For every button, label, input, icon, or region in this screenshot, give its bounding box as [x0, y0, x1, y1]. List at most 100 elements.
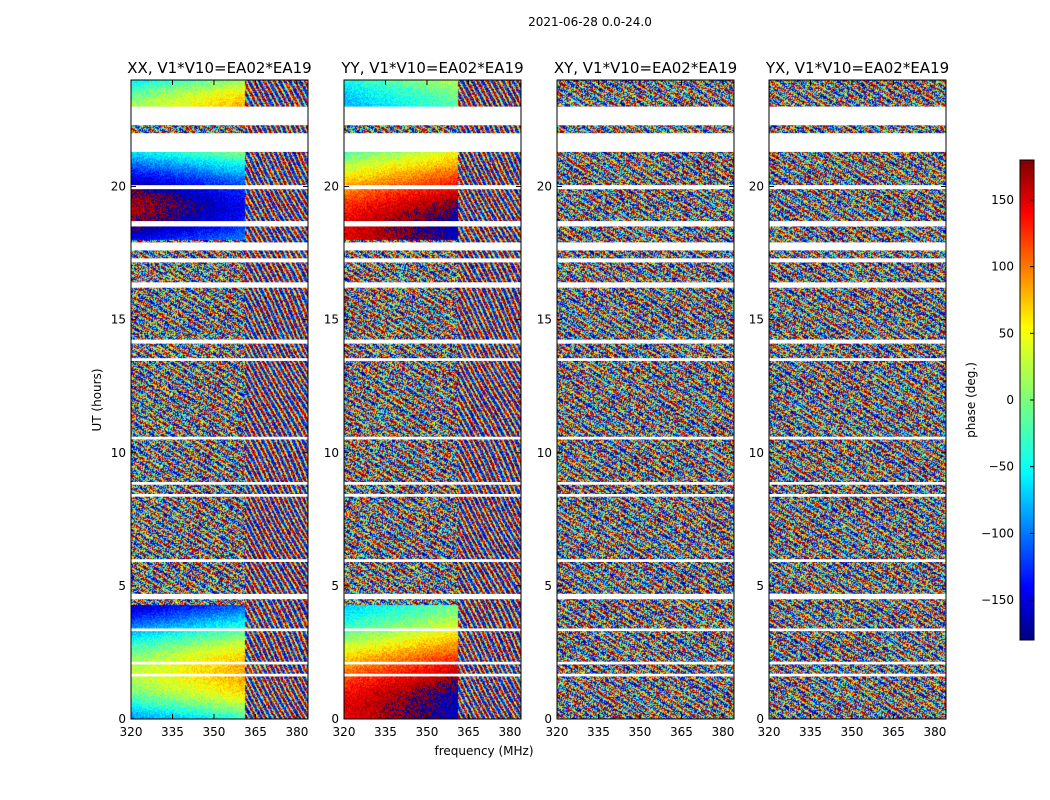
x-tick-label: 320 — [546, 725, 569, 739]
flagged-band — [131, 258, 308, 263]
flagged-band — [769, 482, 946, 485]
panel-frame — [130, 79, 309, 720]
x-tick-label: 380 — [285, 725, 308, 739]
y-tick-label: 10 — [111, 446, 126, 460]
flagged-band — [769, 282, 946, 288]
flagged-band — [131, 282, 308, 288]
flagged-band — [131, 358, 308, 361]
flagged-band — [344, 282, 521, 288]
flagged-band — [769, 661, 946, 665]
flagged-band — [344, 221, 521, 227]
flagged-band — [344, 339, 521, 344]
panel-xy: XY, V1*V10=EA02*EA19 320 335 350 365 380 0 5 10 1… — [537, 59, 737, 739]
panel-frame — [556, 79, 735, 720]
panel-title: YY, V1*V10=EA02*EA19 — [340, 59, 523, 77]
flagged-band — [557, 494, 734, 497]
x-tick-label: 320 — [120, 725, 143, 739]
flagged-band — [131, 339, 308, 344]
flagged-band — [557, 436, 734, 440]
phase-heatmap-xy — [557, 80, 734, 719]
flagged-band — [769, 628, 946, 632]
y-tick-label: 10 — [537, 446, 552, 460]
panel-yy: YY, V1*V10=EA02*EA19 320 335 350 365 380 0 5 10 1… — [324, 59, 524, 739]
x-tick-label: 380 — [923, 725, 946, 739]
flagged-band — [131, 221, 308, 227]
flagged-band — [131, 106, 308, 126]
flagged-band — [131, 628, 308, 632]
flagged-band — [131, 593, 308, 600]
flagged-band — [344, 661, 521, 665]
x-axis-label: frequency (MHz) — [434, 744, 533, 758]
flagged-band — [344, 559, 521, 562]
flagged-band — [344, 482, 521, 485]
flagged-band — [344, 258, 521, 263]
x-tick-label: 365 — [244, 725, 267, 739]
y-tick-label: 10 — [324, 446, 339, 460]
y-tick-label: 5 — [331, 579, 339, 593]
y-tick-label: 10 — [749, 446, 764, 460]
flagged-band — [131, 661, 308, 665]
flagged-band — [131, 133, 308, 152]
panel-yx: YX, V1*V10=EA02*EA19 320 335 350 365 380 0 5 10 1… — [749, 59, 949, 739]
y-tick-label: 15 — [324, 313, 339, 327]
y-tick-label: 5 — [756, 579, 764, 593]
flagged-band — [769, 242, 946, 251]
flagged-band — [769, 258, 946, 263]
colorbar-tick-label: 100 — [991, 260, 1014, 274]
flagged-band — [131, 482, 308, 485]
flagged-band — [769, 593, 946, 600]
flagged-band — [769, 133, 946, 152]
flagged-band — [557, 559, 734, 562]
panel-title: XX, V1*V10=EA02*EA19 — [127, 59, 311, 77]
y-tick-label: 20 — [111, 180, 126, 194]
colorbar-tick-label: −100 — [981, 526, 1014, 540]
flagged-band — [344, 358, 521, 361]
flagged-band — [557, 106, 734, 126]
x-tick-label: 350 — [841, 725, 864, 739]
colorbar-tick-label: 50 — [999, 326, 1014, 340]
flagged-band — [769, 559, 946, 562]
flagged-band — [769, 185, 946, 190]
y-tick-label: 20 — [749, 180, 764, 194]
x-tick-label: 350 — [416, 725, 439, 739]
flagged-band — [557, 221, 734, 227]
y-tick-label: 0 — [756, 712, 764, 726]
flagged-band — [557, 133, 734, 152]
flagged-band — [557, 242, 734, 251]
flagged-band — [557, 661, 734, 665]
figure-title: 2021-06-28 0.0-24.0 — [528, 15, 652, 29]
x-tick-label: 380 — [498, 725, 521, 739]
x-tick-label: 335 — [161, 725, 184, 739]
colorbar: 150 100 50 0 −50 −100 −150 phase (deg.) — [964, 159, 1035, 641]
flagged-band — [557, 339, 734, 344]
flagged-band — [557, 258, 734, 263]
panels-group: XX, V1*V10=EA02*EA19 320 335 350 365 380 0 5 10 1… — [111, 59, 949, 739]
flagged-band — [557, 673, 734, 677]
y-tick-label: 15 — [749, 313, 764, 327]
flagged-band — [344, 133, 521, 152]
phase-heatmap-xx — [131, 80, 308, 719]
flagged-band — [344, 185, 521, 190]
x-tick-label: 335 — [799, 725, 822, 739]
panel-frame — [343, 79, 522, 720]
flagged-band — [769, 436, 946, 440]
x-tick-label: 350 — [203, 725, 226, 739]
flagged-band — [769, 106, 946, 126]
flagged-band — [344, 106, 521, 126]
y-tick-label: 5 — [118, 579, 126, 593]
panel-title: YX, V1*V10=EA02*EA19 — [765, 59, 949, 77]
y-tick-label: 15 — [537, 313, 552, 327]
y-tick-label: 0 — [331, 712, 339, 726]
colorbar-label: phase (deg.) — [964, 362, 978, 438]
flagged-band — [131, 673, 308, 677]
flagged-band — [131, 559, 308, 562]
flagged-band — [557, 185, 734, 190]
colorbar-tick-label: 150 — [991, 193, 1014, 207]
flagged-band — [769, 494, 946, 497]
x-tick-label: 365 — [882, 725, 905, 739]
panel-frame — [768, 79, 947, 720]
y-tick-label: 5 — [544, 579, 552, 593]
x-tick-label: 380 — [711, 725, 734, 739]
x-tick-label: 365 — [670, 725, 693, 739]
